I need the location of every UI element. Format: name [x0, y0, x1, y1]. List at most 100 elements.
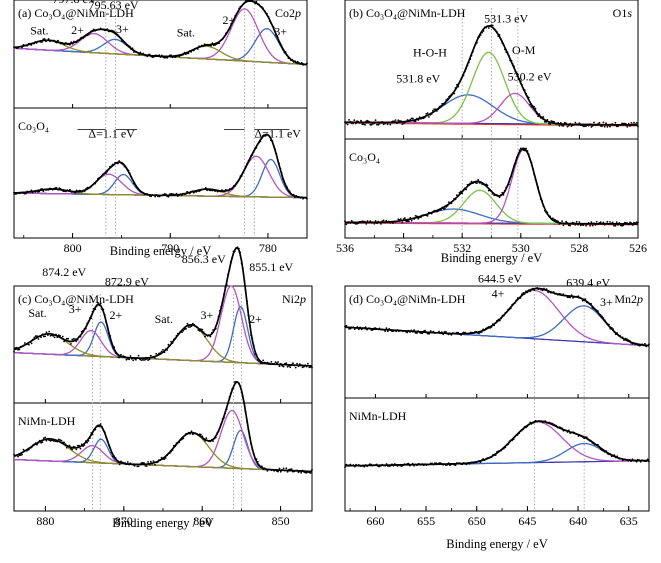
raw-data-point [143, 359, 145, 361]
raw-data-point [57, 438, 60, 441]
raw-data-point [154, 357, 156, 359]
peak-annotation: Δ=1.1 eV [88, 126, 135, 140]
component-peak-796.3 [13, 173, 307, 199]
raw-data-point [41, 441, 44, 444]
fitted-envelope [14, 133, 308, 199]
x-axis-title: Binding energy / eV [112, 516, 214, 530]
raw-data-point [384, 330, 386, 332]
raw-data-point [149, 460, 152, 463]
fitted-envelope [344, 287, 650, 347]
raw-data-point [128, 358, 131, 361]
raw-data-point [601, 125, 603, 128]
raw-data-point [301, 366, 304, 369]
raw-data-point [201, 328, 204, 331]
raw-data-point [572, 297, 574, 299]
raw-data-point [149, 354, 152, 357]
raw-data-point [136, 465, 139, 468]
raw-data-point [76, 444, 79, 447]
orbital-label-sub: p [294, 6, 301, 20]
raw-data-point [277, 361, 279, 363]
raw-data-point [406, 331, 409, 334]
raw-data-point [65, 337, 68, 340]
raw-data-point [374, 220, 377, 222]
raw-data-point [438, 330, 440, 333]
raw-data-point [615, 221, 618, 224]
raw-data-point [583, 125, 586, 128]
raw-data-point [137, 354, 140, 357]
raw-data-point [595, 220, 598, 223]
raw-data-point [394, 119, 397, 121]
raw-data-point [307, 362, 309, 365]
raw-data-point [366, 220, 369, 222]
raw-data-point [259, 362, 262, 365]
raw-data-point [565, 220, 567, 223]
raw-data-point [40, 336, 42, 339]
raw-data-point [346, 123, 349, 126]
raw-data-point [444, 207, 446, 210]
raw-data-point [606, 220, 609, 223]
component-peak-802.5 [13, 39, 308, 66]
orbital-label: Co2p [275, 6, 301, 20]
peak-annotation: 855.1 eV [249, 260, 293, 274]
raw-data-point [637, 221, 639, 224]
raw-data-point [614, 224, 617, 227]
raw-data-point [361, 123, 364, 126]
raw-data-point [125, 358, 128, 361]
raw-data-point [67, 337, 70, 340]
fitted-envelope [345, 420, 649, 467]
raw-data-point [294, 366, 297, 369]
subplot-frame-bottom [344, 397, 650, 512]
raw-data-point [262, 359, 265, 362]
subplot-label: Co₃O₄ [349, 150, 380, 164]
raw-data-point [42, 190, 45, 193]
raw-data-point [278, 365, 281, 367]
raw-data-point [292, 362, 294, 365]
x-tick-label: 532 [453, 241, 471, 255]
raw-data-point [648, 343, 650, 346]
raw-data-point [99, 302, 102, 305]
raw-data-point [28, 343, 30, 346]
raw-data-point [433, 108, 436, 110]
x-tick-label: 790 [161, 241, 179, 255]
raw-data-point [129, 355, 132, 357]
raw-data-point [61, 335, 64, 338]
raw-data-point [71, 338, 74, 341]
raw-data-point [382, 123, 385, 126]
raw-data-point [300, 471, 303, 474]
raw-data-point [424, 329, 426, 332]
raw-data-point [289, 366, 292, 369]
peak-annotation: Δ=1.1 eV [254, 126, 301, 140]
raw-data-point [427, 332, 429, 335]
orbital-label-main: O1 [613, 6, 628, 20]
component-peak-779.7 [13, 158, 308, 199]
raw-data-point [71, 448, 74, 451]
raw-data-point [412, 117, 414, 120]
raw-data-point [354, 222, 357, 225]
raw-data-point [589, 224, 591, 227]
panel-d: 660 655 650 645 640 635 Binding energy / eV (d)… [344, 272, 650, 551]
raw-data-point [155, 352, 158, 355]
x-tick-label: 780 [259, 241, 277, 255]
raw-data-point [590, 126, 593, 128]
peak-annotation: 795.63 eV [89, 0, 139, 12]
raw-data-point [70, 343, 72, 345]
x-tick-label: 645 [518, 514, 536, 528]
peak-annotation: 4+ [492, 286, 505, 300]
orbital-label-main: Mn2 [614, 292, 637, 306]
raw-data-point [285, 467, 288, 470]
raw-data-point [274, 361, 277, 363]
raw-data-point [266, 470, 269, 472]
raw-data-point [579, 224, 582, 227]
orbital-label-main: Co2 [275, 6, 295, 20]
peak-annotation: 531.3 eV [484, 11, 528, 25]
raw-data-point [445, 331, 447, 333]
raw-data-point [298, 363, 301, 365]
raw-data-point [591, 224, 594, 227]
x-tick-label: 534 [395, 241, 413, 255]
raw-data-point [311, 366, 313, 369]
raw-data-point [603, 125, 606, 128]
raw-data-point [285, 362, 288, 365]
raw-data-point [380, 223, 382, 225]
orbital-label-main: Ni2 [282, 292, 300, 306]
raw-data-point [429, 330, 432, 332]
